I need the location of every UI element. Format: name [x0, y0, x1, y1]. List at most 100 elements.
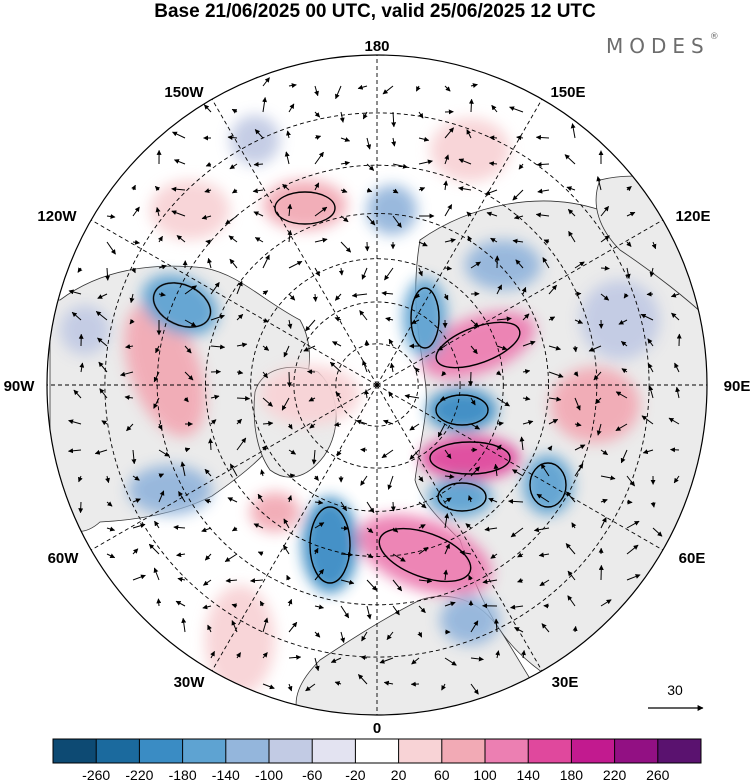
wind-vector [180, 461, 186, 477]
wind-vector [231, 188, 238, 194]
wind-vector [674, 362, 680, 373]
wind-vector [359, 310, 368, 321]
wind-vector [496, 345, 508, 351]
wind-vector [330, 657, 342, 663]
wind-vector [339, 111, 345, 123]
wind-vector [314, 182, 320, 191]
wind-vector [458, 158, 472, 165]
wind-vectors [68, 77, 682, 695]
wind-vector [493, 618, 499, 633]
wind-vector [225, 578, 238, 584]
wind-vector [388, 338, 394, 347]
wind-vector [105, 475, 110, 484]
wind-vector [106, 526, 116, 532]
wind-vector [491, 104, 498, 113]
wind-vector [155, 345, 160, 354]
colorbar-tick-label: 260 [646, 767, 670, 783]
wind-vector [207, 624, 212, 633]
wind-vector [542, 257, 550, 269]
colorbar-tick-label: 180 [560, 767, 584, 783]
wind-vector [204, 499, 212, 504]
wind-vector [231, 620, 238, 633]
wind-vector [418, 475, 424, 483]
colorbar-swatch [182, 739, 227, 763]
wind-vector [154, 520, 160, 529]
wind-vector [68, 289, 82, 295]
wind-vector [314, 85, 319, 97]
wind-vector [253, 523, 264, 529]
wind-vector [444, 204, 453, 217]
meridian-line [376, 219, 664, 386]
colorbar-tick-label: 100 [473, 767, 497, 783]
colorbar-tick-label: -100 [255, 767, 283, 783]
wind-vector [207, 257, 212, 269]
wind-vector [538, 552, 550, 558]
wind-vector [418, 267, 423, 277]
wind-vector [366, 137, 372, 150]
wind-vector [543, 239, 550, 245]
wind-vector [381, 290, 394, 296]
wind-vector [288, 83, 297, 88]
wind-vector [262, 421, 274, 427]
wind-vector [470, 83, 478, 88]
wind-vector [409, 423, 420, 431]
wind-vector [94, 449, 108, 455]
wind-vector [288, 654, 302, 660]
wind-vector [574, 397, 581, 411]
colorbar-tick-label: -260 [82, 767, 110, 783]
wind-vector [366, 187, 373, 193]
wind-vector [262, 97, 267, 113]
wind-vector [564, 154, 576, 165]
wind-vector [227, 497, 238, 503]
lon-label-180: 180 [364, 38, 389, 55]
meridian-line [376, 384, 543, 672]
wind-vector [392, 553, 406, 562]
wind-vector [364, 389, 369, 399]
wind-vector [236, 313, 244, 321]
wind-vector [465, 523, 472, 529]
wind-vector [184, 285, 197, 295]
wind-vector [513, 214, 524, 220]
wind-vector [236, 369, 244, 375]
wind-vector [588, 345, 602, 352]
colorbar-tick-label: 220 [603, 767, 627, 783]
wind-vector [366, 605, 372, 620]
wind-vector [158, 473, 165, 479]
wind-vector [508, 498, 524, 504]
wind-vector [381, 449, 394, 459]
wind-vector [307, 369, 316, 375]
wind-vector [512, 238, 524, 244]
wind-vector [488, 497, 498, 503]
wind-vector [536, 162, 550, 167]
wind-vector [236, 437, 247, 451]
wind-vector [382, 85, 394, 95]
wind-vector [572, 345, 578, 353]
wind-vector [329, 361, 342, 373]
wind-vector [229, 463, 238, 477]
wind-vector [253, 161, 264, 167]
lon-label-90e: 90E [724, 378, 750, 395]
wind-vector [626, 574, 641, 581]
wind-vector [548, 345, 561, 351]
wind-vector [231, 603, 238, 609]
wind-vector [287, 230, 293, 243]
wind-vector [488, 161, 498, 167]
wind-vector [652, 527, 663, 537]
wind-vector [131, 267, 136, 274]
wind-vector [132, 548, 139, 555]
wind-vector [250, 578, 264, 584]
wind-vector [647, 338, 654, 347]
wind-vector [71, 311, 82, 321]
wind-vector [340, 160, 350, 166]
colorbar-tick-label: 60 [434, 767, 450, 783]
wind-vector [648, 385, 654, 399]
wind-vector [600, 599, 612, 607]
wind-vector [261, 445, 267, 451]
wind-vector [444, 474, 455, 479]
wind-vector [158, 235, 163, 243]
wind-vector [153, 567, 160, 581]
wind-vector [458, 186, 472, 192]
meridian-line [211, 384, 378, 672]
colorbar-swatch [571, 739, 615, 763]
